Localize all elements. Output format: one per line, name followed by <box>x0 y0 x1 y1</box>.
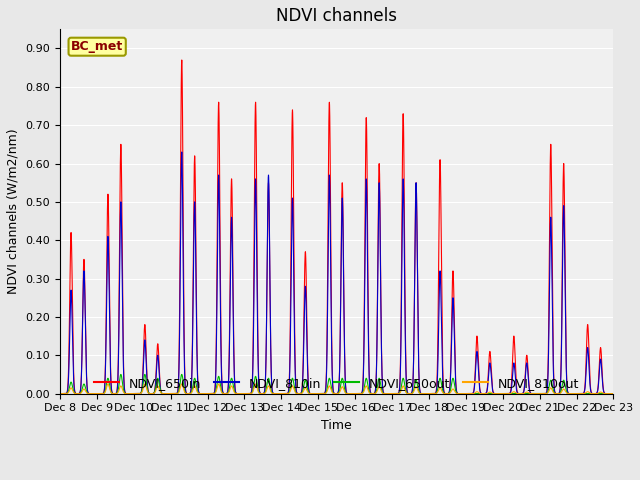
Title: NDVI channels: NDVI channels <box>276 7 397 25</box>
NDVI_810out <box>56 391 64 396</box>
NDVI_650out <box>264 380 271 385</box>
Y-axis label: NDVI channels (W/m2/nm): NDVI channels (W/m2/nm) <box>7 129 20 294</box>
NDVI_810in <box>492 391 500 396</box>
NDVI_650in <box>413 242 421 248</box>
NDVI_810in <box>413 242 421 248</box>
NDVI_810in <box>608 391 616 396</box>
NDVI_650out <box>56 391 64 396</box>
NDVI_650in <box>608 391 616 396</box>
Text: BC_met: BC_met <box>71 40 124 53</box>
NDVI_810in <box>56 391 64 396</box>
NDVI_810in <box>264 252 271 257</box>
NDVI_810in <box>610 391 618 396</box>
NDVI_810out <box>608 391 616 396</box>
NDVI_810in <box>178 149 186 155</box>
NDVI_650out <box>413 381 421 386</box>
Line: NDVI_810out: NDVI_810out <box>60 384 614 394</box>
NDVI_810out <box>264 385 271 391</box>
NDVI_810in <box>175 383 182 389</box>
Line: NDVI_810in: NDVI_810in <box>60 152 614 394</box>
NDVI_650in <box>492 391 500 396</box>
Legend: NDVI_650in, NDVI_810in, NDVI_650out, NDVI_810out: NDVI_650in, NDVI_810in, NDVI_650out, NDV… <box>89 372 584 395</box>
NDVI_810in <box>169 391 177 396</box>
NDVI_810out <box>175 390 182 396</box>
NDVI_810out <box>492 391 500 396</box>
NDVI_650in <box>610 391 618 396</box>
NDVI_650in <box>264 256 271 262</box>
NDVI_650in <box>175 380 182 385</box>
Line: NDVI_650in: NDVI_650in <box>60 60 614 394</box>
X-axis label: Time: Time <box>321 419 352 432</box>
NDVI_810out <box>169 391 177 396</box>
NDVI_650out <box>175 389 182 395</box>
NDVI_650in <box>169 391 177 396</box>
NDVI_650out <box>117 372 125 377</box>
NDVI_810out <box>413 385 421 391</box>
NDVI_650in <box>56 391 64 396</box>
NDVI_810out <box>610 391 618 396</box>
NDVI_650out <box>169 391 177 396</box>
NDVI_650in <box>178 57 186 63</box>
NDVI_810out <box>104 381 112 387</box>
NDVI_650out <box>610 391 618 396</box>
NDVI_650out <box>492 391 500 396</box>
NDVI_650out <box>608 391 616 396</box>
Line: NDVI_650out: NDVI_650out <box>60 374 614 394</box>
